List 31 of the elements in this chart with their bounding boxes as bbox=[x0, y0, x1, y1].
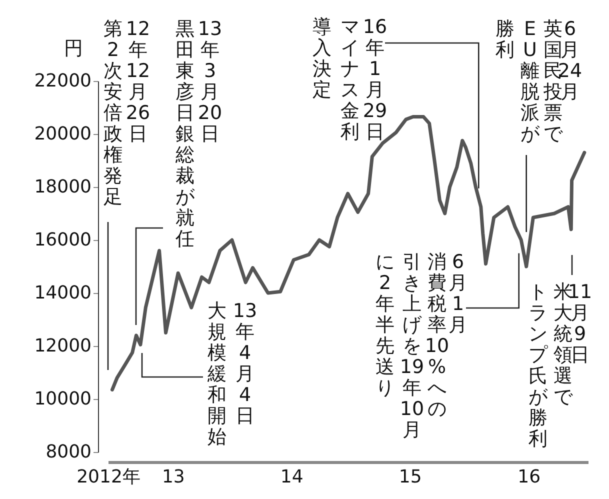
text: 黒田東彦日銀総裁が就任 bbox=[176, 18, 194, 250]
annotation: 13年3月20日 bbox=[198, 18, 222, 145]
y-tick-label: 14000 bbox=[34, 282, 92, 304]
x-tick-label: 16 bbox=[518, 466, 541, 488]
annotation: 6月1月 bbox=[448, 251, 468, 336]
annotation: 勝利 bbox=[528, 407, 548, 450]
text: トランプ氏が bbox=[528, 281, 548, 408]
x-tick-label: 2012年 bbox=[76, 466, 140, 488]
text: 引き上げを19年10月 bbox=[400, 251, 424, 441]
y-tick-label: 18000 bbox=[34, 176, 92, 198]
text: 勝利 bbox=[496, 18, 514, 61]
y-tick-label: 16000 bbox=[34, 230, 92, 250]
y-tick-label: 20000 bbox=[34, 124, 92, 144]
annotation: に2年半先送り bbox=[376, 251, 394, 399]
y-tick-label: 8000 bbox=[46, 442, 92, 462]
x-tick-label: 15 bbox=[398, 466, 422, 488]
y-tick-label: 10000 bbox=[34, 388, 92, 410]
annotation: 13年4月4日 bbox=[232, 300, 258, 427]
annotation: 消費税率10%への bbox=[424, 251, 450, 420]
annotation: 16年1月29日 bbox=[362, 16, 388, 143]
annotation: 12年12月26日 bbox=[126, 18, 150, 145]
annotation: 大規模緩和開始 bbox=[206, 300, 226, 448]
text: 第2次安倍政権発足 bbox=[104, 18, 122, 208]
y-axis-title: 円 bbox=[64, 38, 83, 60]
x-tick-label: 13 bbox=[162, 466, 185, 488]
y-tick-label: 12000 bbox=[34, 336, 92, 356]
annotation: EU離脱派が bbox=[520, 18, 540, 145]
annotation: マイナス金利 bbox=[340, 16, 360, 143]
annotation: 導入決定 bbox=[312, 16, 332, 101]
y-tick-label: 22000 bbox=[34, 70, 92, 92]
x-tick-label: 14 bbox=[280, 466, 304, 488]
